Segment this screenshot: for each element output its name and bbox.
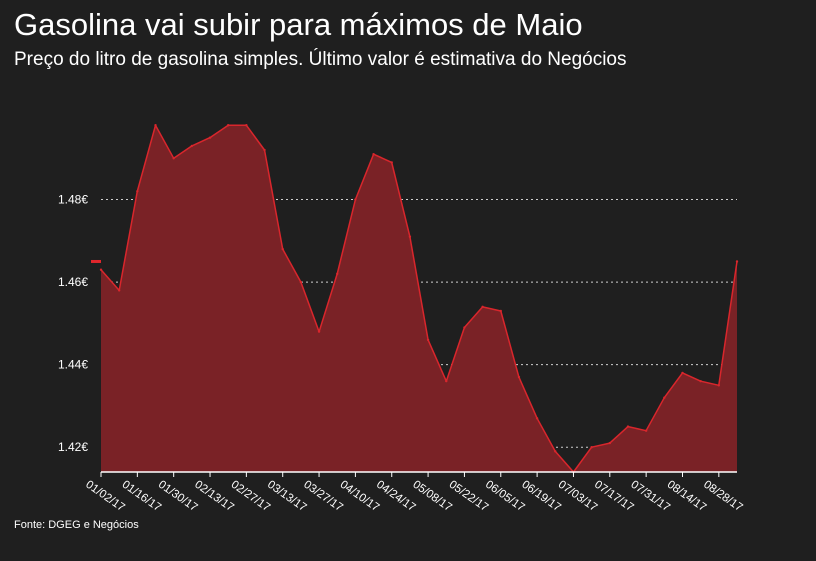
- data-point: [590, 446, 593, 449]
- data-point: [554, 450, 557, 453]
- x-tick-label: 06/05/17: [483, 479, 527, 515]
- x-tick-label: 05/22/17: [447, 479, 491, 515]
- y-tick-label: 1.42€: [58, 440, 88, 454]
- x-tick-label: 08/14/17: [665, 479, 709, 515]
- data-point: [227, 124, 230, 127]
- data-point: [735, 260, 739, 263]
- y-axis-ticks: 1.42€ 1.44€ 1.46€ 1.48€: [58, 193, 88, 455]
- data-point: [535, 417, 539, 420]
- data-point: [172, 157, 175, 160]
- x-tick-label: 07/17/17: [592, 479, 636, 515]
- x-tick-label: 01/30/17: [156, 479, 200, 515]
- data-point: [299, 280, 303, 284]
- data-point: [372, 152, 375, 156]
- data-point: [117, 289, 121, 292]
- x-tick-label: 08/28/17: [701, 479, 745, 515]
- x-tick-label: 04/10/17: [338, 479, 382, 515]
- source-note: Fonte: DGEG e Negócios: [14, 519, 139, 531]
- data-point: [208, 136, 212, 139]
- data-point: [408, 235, 412, 238]
- data-point: [136, 190, 139, 193]
- data-point: [626, 425, 630, 428]
- x-tick-label: 01/16/17: [120, 479, 164, 515]
- x-tick-label: 01/02/17: [83, 479, 127, 515]
- data-point: [517, 375, 521, 379]
- data-point: [317, 330, 321, 333]
- data-point: [481, 305, 484, 309]
- x-tick-label: 04/24/17: [374, 479, 418, 515]
- data-point: [336, 272, 339, 276]
- data-point: [644, 429, 648, 432]
- data-point: [354, 198, 357, 201]
- data-point: [154, 124, 157, 127]
- data-point: [463, 326, 466, 329]
- x-tick-label: 05/08/17: [410, 479, 454, 515]
- data-point: [608, 441, 611, 445]
- x-tick-label: 06/19/17: [519, 479, 563, 515]
- data-point: [390, 161, 393, 164]
- x-tick-label: 03/13/17: [265, 479, 309, 515]
- series-line: [100, 124, 738, 473]
- data-point: [663, 396, 666, 399]
- data-point: [245, 124, 248, 127]
- chart-subtitle: Preço do litro de gasolina simples. Últi…: [14, 49, 627, 70]
- data-point: [263, 148, 266, 152]
- area-fill: [101, 125, 737, 473]
- data-point: [281, 247, 284, 251]
- x-tick-label: 07/03/17: [556, 479, 600, 515]
- x-axis-ticks: 01/02/1701/16/1701/30/1702/13/1702/27/17…: [83, 472, 745, 515]
- data-point: [190, 144, 194, 148]
- x-tick-label: 03/27/17: [301, 479, 345, 515]
- data-point: [426, 338, 430, 342]
- data-point: [499, 309, 502, 313]
- data-point: [681, 371, 684, 375]
- y-tick-label: 1.44€: [58, 358, 88, 372]
- data-point: [717, 384, 721, 387]
- area-series: [91, 124, 739, 474]
- x-tick-label: 02/13/17: [192, 479, 236, 515]
- x-tick-label: 07/31/17: [628, 479, 672, 515]
- chart-title: Gasolina vai subir para máximos de Maio: [14, 7, 583, 42]
- data-point: [699, 379, 702, 383]
- y-tick-label: 1.48€: [58, 193, 88, 207]
- y-tick-label: 1.46€: [58, 275, 88, 289]
- x-tick-label: 02/27/17: [229, 479, 273, 515]
- data-point: [445, 379, 448, 383]
- data-point: [99, 268, 103, 271]
